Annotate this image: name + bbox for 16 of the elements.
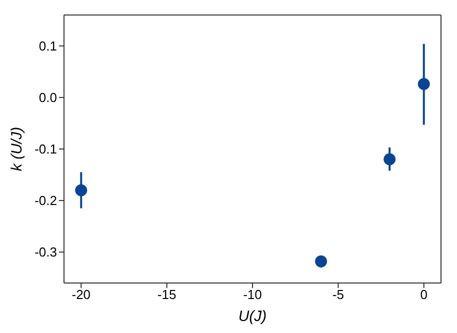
point	[75, 184, 88, 196]
y-tick-label: -0.3	[34, 244, 57, 260]
y-tick-label: -0.2	[34, 193, 57, 208]
y-tick-label: 0.1	[38, 38, 57, 54]
point	[418, 78, 430, 90]
point	[384, 153, 396, 166]
y-tick-label: -0.1	[34, 142, 57, 157]
x-axis-title: U(J)	[238, 308, 267, 325]
x-tick-label: 0	[420, 287, 428, 302]
x-tick-label: -5	[332, 287, 344, 302]
x-tick-label: -10	[243, 287, 262, 302]
y-axis-title: k (U/J)	[8, 126, 26, 172]
x-tick-label: -15	[157, 287, 176, 302]
y-tick-label: 0.0	[38, 90, 57, 106]
point	[315, 255, 328, 268]
x-tick-label: -20	[72, 287, 91, 302]
